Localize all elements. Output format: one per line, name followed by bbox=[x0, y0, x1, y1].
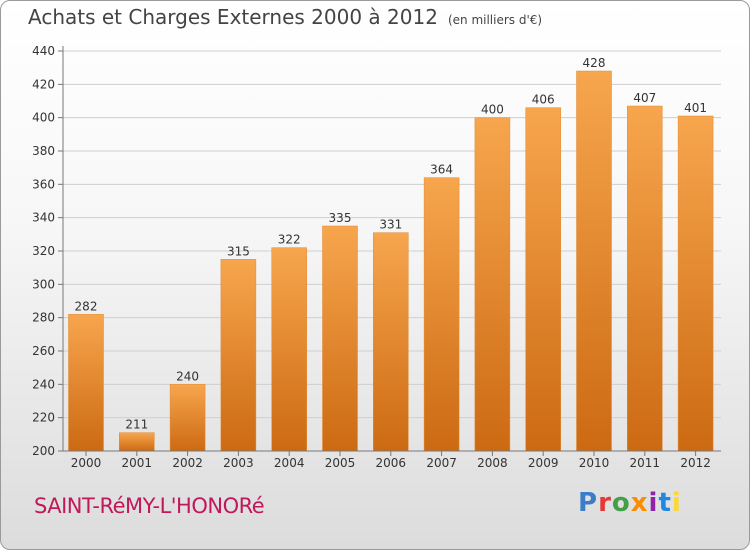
y-tick-label: 240 bbox=[32, 377, 55, 391]
bar-2007 bbox=[423, 177, 460, 452]
data-label: 240 bbox=[176, 369, 199, 383]
y-tick-label: 340 bbox=[32, 211, 55, 225]
y-tick-label: 280 bbox=[32, 311, 55, 325]
data-label: 335 bbox=[329, 211, 352, 225]
bar-2004 bbox=[271, 247, 307, 452]
unit-label: (en milliers d'€) bbox=[447, 13, 543, 27]
bar-2001 bbox=[119, 432, 155, 452]
chart-title: Achats et Charges Externes 2000 à 2012 (e… bbox=[28, 5, 542, 29]
data-label: 407 bbox=[633, 91, 656, 105]
bar-2010 bbox=[576, 70, 612, 452]
logo-letter: i bbox=[671, 488, 682, 518]
x-tick-label: 2002 bbox=[172, 456, 203, 470]
logo-letter: t bbox=[658, 488, 672, 518]
data-label: 331 bbox=[379, 218, 402, 232]
data-label: 400 bbox=[481, 103, 504, 117]
bar-2003 bbox=[220, 259, 257, 452]
data-label: 428 bbox=[583, 56, 606, 70]
proxiti-logo: Proxiti bbox=[578, 488, 682, 518]
y-tick-label: 320 bbox=[32, 244, 55, 258]
logo-letter: r bbox=[598, 488, 612, 518]
y-tick-label: 360 bbox=[32, 177, 55, 191]
x-tick-label: 2007 bbox=[426, 456, 457, 470]
x-tick-label: 2011 bbox=[630, 456, 661, 470]
bar-2005 bbox=[322, 225, 358, 452]
data-label: 282 bbox=[75, 299, 98, 313]
x-tick-label: 2006 bbox=[376, 456, 407, 470]
y-tick-label: 300 bbox=[32, 277, 55, 291]
x-tick-label: 2010 bbox=[579, 456, 610, 470]
logo-letter: o bbox=[611, 488, 631, 518]
data-label: 322 bbox=[278, 233, 301, 247]
data-label: 211 bbox=[125, 418, 148, 432]
x-axis: 2000 2001 2002 2003 2004 2005 2006 2007 2008 2009… bbox=[63, 450, 721, 470]
y-tick-label: 220 bbox=[32, 411, 55, 425]
x-tick-label: 2009 bbox=[528, 456, 559, 470]
x-tick-label: 2005 bbox=[325, 456, 356, 470]
y-tick-label: 400 bbox=[32, 111, 55, 125]
x-tick-label: 2003 bbox=[223, 456, 254, 470]
bar-2008 bbox=[474, 117, 511, 452]
x-tick-label: 2012 bbox=[680, 456, 711, 470]
x-tick-label: 2000 bbox=[71, 456, 102, 470]
x-tick-label: 2008 bbox=[477, 456, 508, 470]
y-tick-label: 380 bbox=[32, 144, 55, 158]
bar-2011 bbox=[627, 105, 663, 452]
y-tick-label: 200 bbox=[32, 444, 55, 458]
bar-2000 bbox=[68, 314, 104, 452]
x-tick-label: 2001 bbox=[122, 456, 153, 470]
town-name: SAINT-RéMY-L'HONORé bbox=[34, 494, 265, 518]
bars: 282 211 240 315 322 335 331 364 400 406 428 407 401 bbox=[68, 56, 714, 452]
x-tick-label: 2004 bbox=[274, 456, 305, 470]
y-tick-label: 420 bbox=[32, 77, 55, 91]
data-label: 364 bbox=[430, 163, 453, 177]
bar-2009 bbox=[525, 107, 561, 452]
bar-2012 bbox=[677, 115, 714, 452]
title-text: Achats et Charges Externes 2000 à 2012 bbox=[28, 5, 438, 29]
logo-letter: i bbox=[648, 488, 659, 518]
y-tick-label: 260 bbox=[32, 344, 55, 358]
y-axis: 200 220 240 260 280 300 320 340 360 380 400 420 440 bbox=[32, 44, 64, 458]
data-label: 315 bbox=[227, 244, 250, 258]
bar-2002 bbox=[169, 384, 206, 452]
bar-2006 bbox=[373, 232, 409, 452]
data-label: 406 bbox=[532, 93, 555, 107]
logo-letter: P bbox=[578, 488, 599, 518]
y-tick-label: 440 bbox=[32, 44, 55, 58]
logo-letter: x bbox=[630, 488, 649, 518]
data-label: 401 bbox=[684, 101, 707, 115]
